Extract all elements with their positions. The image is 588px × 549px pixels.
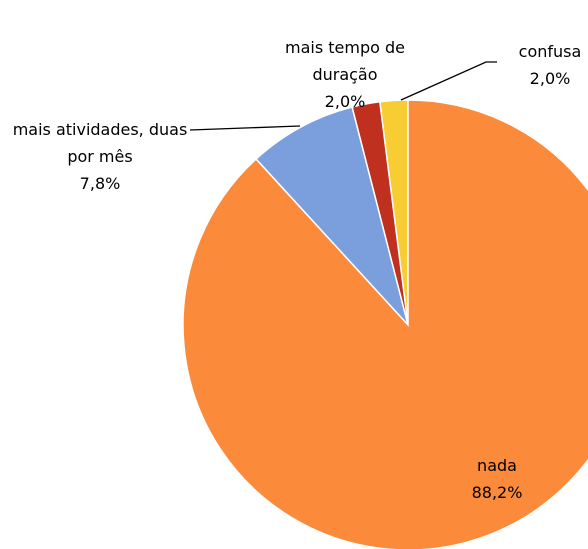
value-label: 7,8% <box>79 174 121 193</box>
value-label: 88,2% <box>471 483 523 502</box>
value-label: 2,0% <box>324 92 366 111</box>
data-label: confusa 2,0% <box>500 38 588 92</box>
value-label: 2,0% <box>529 69 571 88</box>
data-label: nada 88,2% <box>437 452 557 506</box>
data-label: mais atividades, duas por mês 7,8% <box>5 116 195 197</box>
category-label: mais atividades, duas por mês <box>12 120 188 166</box>
pie-slice <box>254 106 409 326</box>
pie-slice <box>182 99 588 549</box>
category-label: nada <box>477 456 517 475</box>
leader-line <box>400 61 497 101</box>
leader-line <box>189 125 301 131</box>
data-label: mais tempo de duração 2,0% <box>275 34 415 115</box>
category-label: confusa <box>518 42 582 61</box>
category-label: mais tempo de duração <box>285 38 405 84</box>
